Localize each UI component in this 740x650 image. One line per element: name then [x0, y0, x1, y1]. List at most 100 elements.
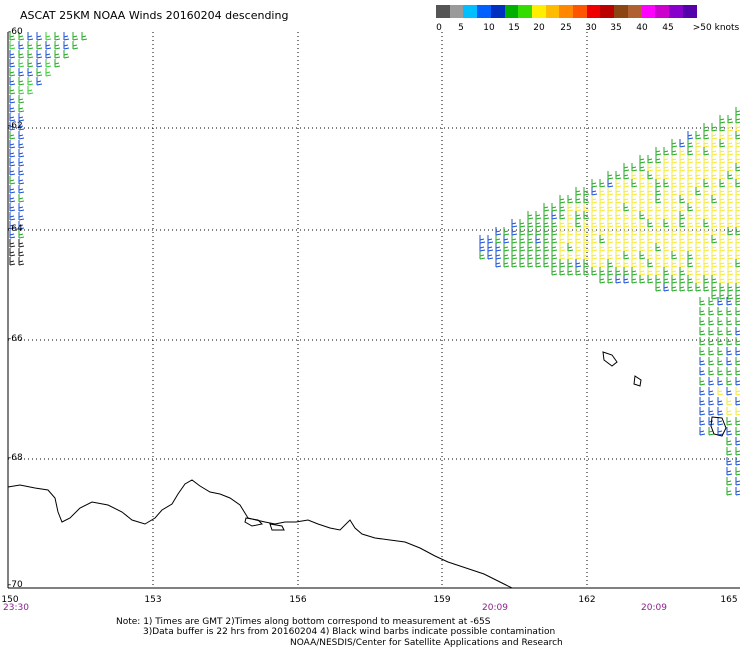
wind-barb — [615, 203, 622, 212]
wind-barb — [591, 227, 598, 236]
coastline — [7, 351, 727, 589]
wind-barb — [695, 243, 702, 252]
wind-barb — [607, 275, 614, 284]
wind-barb — [726, 437, 733, 446]
wind-barb — [679, 195, 686, 204]
wind-barb — [695, 235, 702, 244]
wind-barb — [719, 131, 726, 140]
wind-barb — [719, 251, 726, 260]
wind-barb — [591, 179, 598, 188]
lon-label-162: 162 — [578, 595, 596, 605]
wind-barb — [711, 243, 718, 252]
wind-barb — [551, 251, 558, 260]
wind-barb — [663, 211, 670, 220]
wind-barb — [711, 275, 718, 284]
wind-barb — [18, 167, 25, 176]
wind-barb — [18, 104, 25, 113]
wind-barb — [511, 259, 518, 268]
wind-barb — [726, 387, 733, 396]
wind-barb — [711, 251, 718, 260]
wind-barb — [671, 219, 678, 228]
wind-barb — [607, 203, 614, 212]
wind-barb — [717, 317, 724, 326]
wind-barb — [543, 251, 550, 260]
wind-barb — [671, 139, 678, 148]
wind-barb — [27, 59, 34, 68]
colorbar-swatch — [531, 5, 547, 18]
wind-barb — [647, 187, 654, 196]
wind-barb — [735, 155, 740, 164]
wind-barb — [717, 347, 724, 356]
wind-barb — [671, 155, 678, 164]
wind-barb — [575, 203, 582, 212]
wind-barb — [623, 219, 630, 228]
wind-barb — [735, 179, 740, 188]
wind-barb — [583, 251, 590, 260]
wind-barb — [623, 243, 630, 252]
wind-barb — [719, 171, 726, 180]
wind-barb — [735, 457, 740, 466]
wind-barb — [631, 243, 638, 252]
colorbar-swatch — [463, 5, 478, 18]
wind-barb — [511, 243, 518, 252]
wind-barb — [591, 267, 598, 276]
wind-barb — [599, 179, 606, 188]
wind-barb — [639, 195, 646, 204]
wind-barb — [519, 219, 526, 228]
wind-barb — [639, 227, 646, 236]
wind-barb — [18, 230, 25, 239]
wind-barb — [655, 283, 662, 292]
wind-barb — [687, 147, 694, 156]
colorbar-label: 45 — [662, 23, 674, 33]
lat-label-70: -70 — [8, 580, 23, 590]
wind-barbs-left-swath — [9, 32, 88, 266]
wind-barb — [719, 211, 726, 220]
wind-barb — [631, 211, 638, 220]
wind-barb — [708, 427, 715, 436]
wind-barb — [495, 243, 502, 252]
wind-barb — [495, 235, 502, 244]
wind-barb — [18, 176, 25, 185]
wind-barb — [623, 163, 630, 172]
wind-barb — [559, 243, 566, 252]
wind-barb — [511, 219, 518, 228]
wind-barb — [575, 235, 582, 244]
wind-barb — [735, 187, 740, 196]
wind-barb — [583, 267, 590, 276]
wind-barb — [708, 337, 715, 346]
wind-barb — [655, 163, 662, 172]
wind-barb — [708, 407, 715, 416]
wind-barb — [631, 171, 638, 180]
wind-barb — [45, 41, 52, 50]
wind-barb — [726, 397, 733, 406]
wind-barbs-right-swath — [479, 107, 740, 496]
wind-barb — [607, 259, 614, 268]
wind-barb — [727, 219, 734, 228]
wind-barb — [623, 211, 630, 220]
island-2 — [269, 523, 285, 531]
wind-barb — [639, 243, 646, 252]
wind-barb — [695, 283, 702, 292]
wind-barb — [663, 171, 670, 180]
wind-barb — [583, 203, 590, 212]
wind-barb — [567, 235, 574, 244]
wind-barb — [9, 194, 16, 203]
wind-barb — [615, 243, 622, 252]
wind-barb — [711, 171, 718, 180]
wind-barb — [615, 251, 622, 260]
wind-barb — [699, 397, 706, 406]
wind-barb — [535, 211, 542, 220]
wind-barb — [719, 283, 726, 292]
wind-barb — [711, 123, 718, 132]
wind-barb — [639, 235, 646, 244]
wind-barb — [615, 195, 622, 204]
wind-barb — [519, 259, 526, 268]
wind-barb — [607, 235, 614, 244]
wind-barb — [72, 32, 79, 41]
wind-barb — [647, 219, 654, 228]
wind-barb — [695, 259, 702, 268]
wind-barb — [695, 171, 702, 180]
wind-barb — [726, 407, 733, 416]
wind-barb — [36, 32, 43, 41]
wind-barb — [735, 227, 740, 236]
